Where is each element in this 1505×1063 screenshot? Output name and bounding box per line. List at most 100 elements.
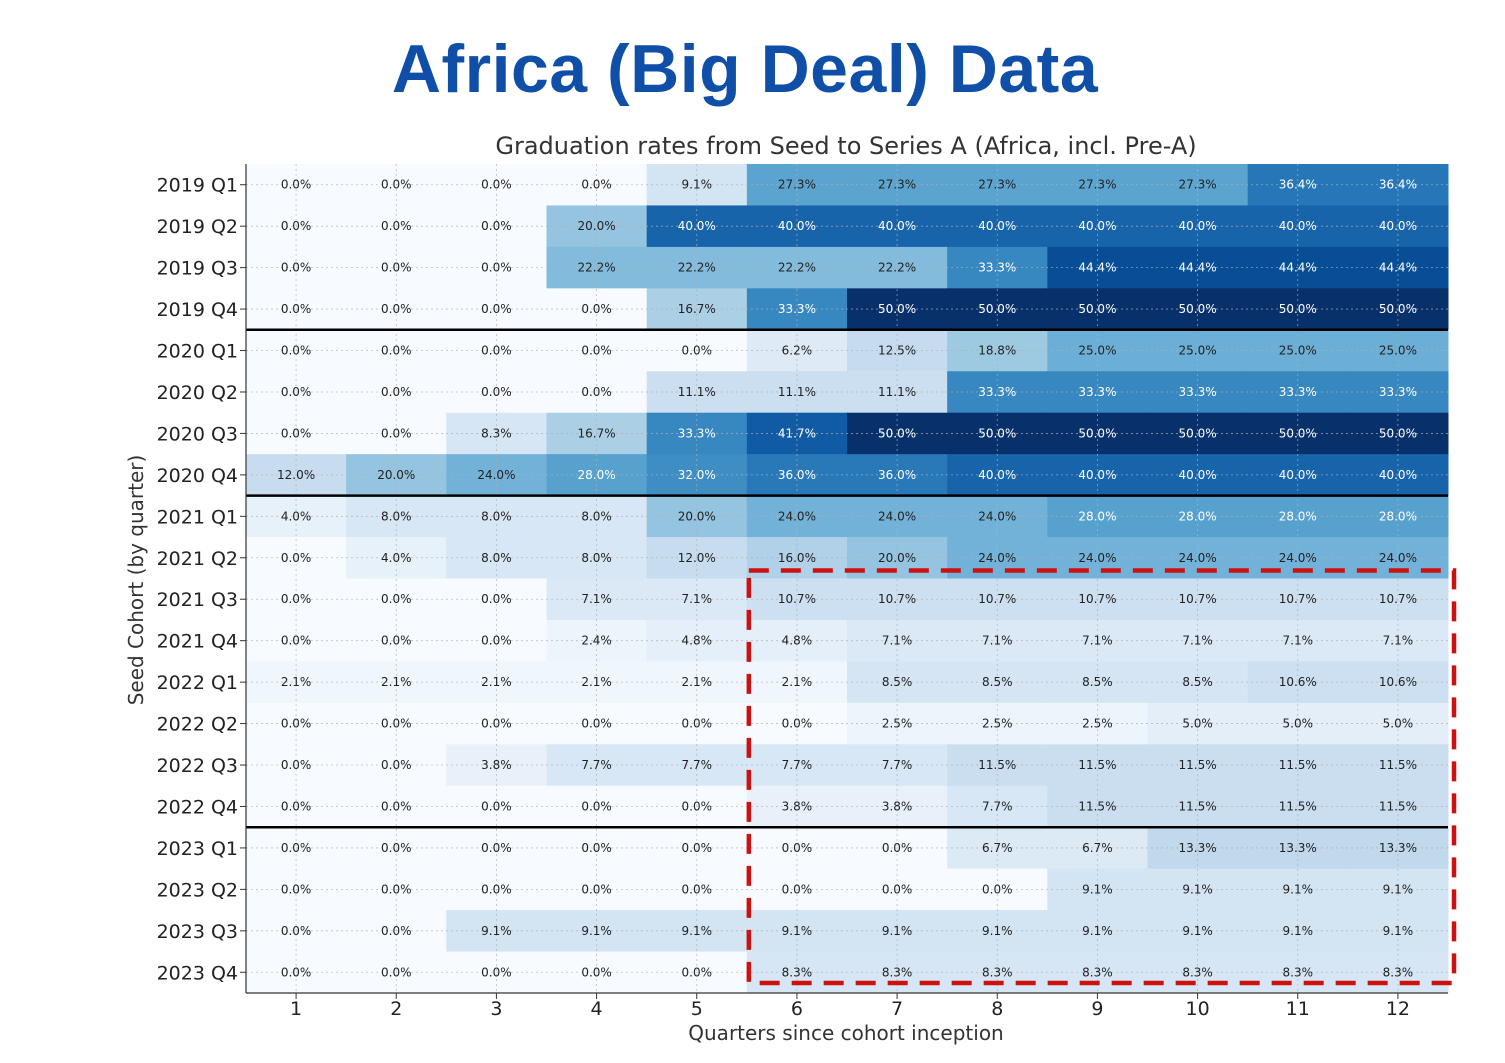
cell-value-label: 0.0% [481,219,512,233]
x-tick-label: 4 [591,998,603,1020]
cell-value-label: 25.0% [1379,344,1417,358]
cell-value-label: 20.0% [578,219,616,233]
cell-value-label: 3.8% [782,799,813,813]
cell-value-label: 40.0% [1379,219,1417,233]
y-tick-label: 2022 Q4 [157,796,238,818]
y-tick-label: 2020 Q3 [157,423,238,445]
x-tick-label: 7 [891,998,903,1020]
y-axis-label: Seed Cohort (by quarter) [124,455,148,706]
cell-value-label: 27.3% [778,178,816,192]
cell-value-label: 0.0% [481,841,512,855]
cell-value-label: 40.0% [678,219,716,233]
cell-value-label: 33.3% [978,261,1016,275]
cell-value-label: 28.0% [1078,509,1116,523]
cell-value-label: 0.0% [481,344,512,358]
cell-value-label: 10.6% [1279,675,1317,689]
y-tick-label: 2022 Q1 [157,672,238,694]
cell-value-label: 0.0% [581,385,612,399]
cell-value-label: 28.0% [1279,509,1317,523]
x-tick-label: 8 [991,998,1003,1020]
cell-value-label: 8.3% [481,426,512,440]
cell-value-label: 10.7% [1179,592,1217,606]
cell-value-label: 0.0% [381,344,412,358]
cell-value-label: 7.7% [982,799,1013,813]
cell-value-label: 11.5% [1078,799,1116,813]
cell-value-label: 0.0% [481,261,512,275]
cell-value-label: 10.7% [878,592,916,606]
cell-value-label: 16.7% [578,426,616,440]
cell-value-label: 9.1% [1283,924,1314,938]
cell-value-label: 8.0% [381,509,412,523]
cell-value-label: 5.0% [1383,717,1414,731]
y-tick-label: 2019 Q4 [157,299,238,321]
cell-value-label: 11.1% [678,385,716,399]
cell-value-label: 0.0% [581,882,612,896]
cell-value-label: 28.0% [1379,509,1417,523]
x-tick-label: 10 [1185,998,1209,1020]
cell-value-label: 0.0% [381,261,412,275]
cell-value-label: 24.0% [978,509,1016,523]
y-tick-label: 2021 Q3 [157,589,238,611]
cell-value-label: 4.0% [281,509,312,523]
cell-value-label: 44.4% [1279,261,1317,275]
cell-value-label: 0.0% [281,841,312,855]
cell-value-label: 4.8% [782,634,813,648]
cell-value-label: 9.1% [1082,882,1113,896]
cell-value-label: 7.7% [682,758,713,772]
cell-value-label: 0.0% [281,717,312,731]
cell-value-label: 50.0% [1279,302,1317,316]
cell-value-label: 0.0% [281,302,312,316]
cell-value-label: 13.3% [1279,841,1317,855]
cell-value-label: 0.0% [381,965,412,979]
cell-value-label: 50.0% [1179,426,1217,440]
x-tick-label: 12 [1386,998,1410,1020]
cell-value-label: 50.0% [978,426,1016,440]
axes [245,164,1448,994]
x-tick-label: 11 [1286,998,1310,1020]
cell-value-label: 8.5% [882,675,913,689]
cell-value-label: 11.5% [1078,758,1116,772]
cell-value-label: 8.3% [982,965,1013,979]
cell-value-label: 0.0% [281,385,312,399]
cell-value-label: 0.0% [281,882,312,896]
y-tick-label: 2022 Q3 [157,755,238,777]
cell-value-label: 0.0% [581,717,612,731]
cell-value-label: 24.0% [1379,551,1417,565]
cell-value-label: 9.1% [1283,882,1314,896]
cell-value-label: 8.0% [581,551,612,565]
cell-value-label: 50.0% [878,302,916,316]
cell-value-label: 0.0% [481,965,512,979]
cell-value-label: 50.0% [1078,426,1116,440]
x-tick-label: 2 [390,998,402,1020]
x-tick-label: 5 [691,998,703,1020]
x-tick-label: 1 [290,998,302,1020]
cell-value-label: 7.1% [1383,634,1414,648]
cell-value-label: 44.4% [1078,261,1116,275]
cell-value-label: 0.0% [381,924,412,938]
cell-value-label: 0.0% [381,758,412,772]
cell-value-label: 4.8% [682,634,713,648]
cell-value-label: 40.0% [1279,468,1317,482]
cell-value-label: 25.0% [1279,344,1317,358]
cell-value-label: 33.3% [1279,385,1317,399]
cell-value-label: 8.3% [882,965,913,979]
cell-value-label: 25.0% [1078,344,1116,358]
cell-value-label: 18.8% [978,344,1016,358]
year-separators [246,328,1448,829]
cell-value-label: 11.5% [1379,799,1417,813]
cell-value-label: 0.0% [281,551,312,565]
cell-value-label: 24.0% [978,551,1016,565]
cell-value-label: 3.8% [882,799,913,813]
cell-value-label: 0.0% [281,799,312,813]
cell-value-label: 0.0% [381,799,412,813]
cell-value-label: 8.3% [1182,965,1213,979]
cell-value-label: 24.0% [477,468,515,482]
cell-value-label: 12.0% [678,551,716,565]
cell-value-label: 27.3% [1179,178,1217,192]
cell-value-label: 0.0% [381,634,412,648]
cell-value-label: 24.0% [1179,551,1217,565]
cell-value-label: 8.3% [1283,965,1314,979]
cell-value-label: 33.3% [778,302,816,316]
cell-value-label: 0.0% [982,882,1013,896]
